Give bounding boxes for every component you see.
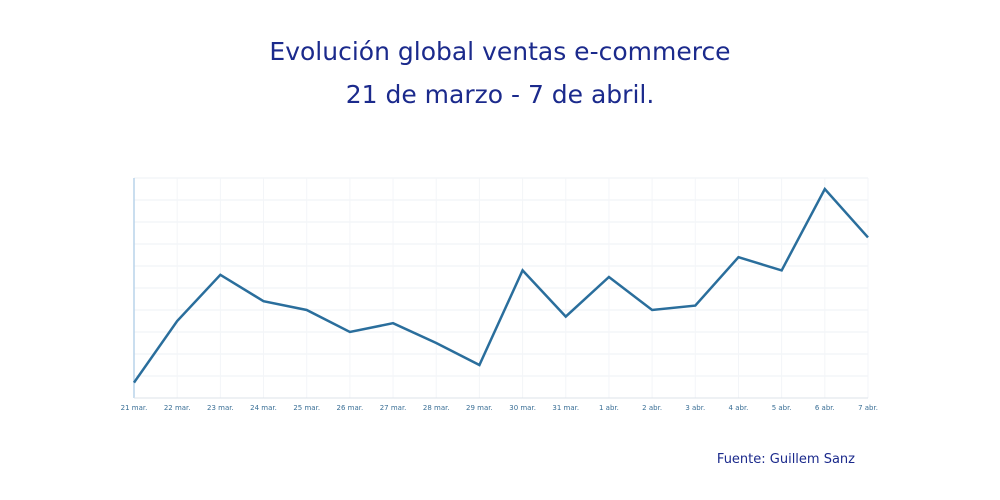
x-tick-label: 5 abr.: [772, 404, 792, 412]
x-tick-label: 1 abr.: [599, 404, 619, 412]
x-tick-label: 23 mar.: [207, 404, 234, 412]
x-tick-label: 24 mar.: [250, 404, 277, 412]
x-tick-label: 28 mar.: [423, 404, 450, 412]
x-tick-label: 30 mar.: [509, 404, 536, 412]
line-series: [132, 186, 869, 384]
x-tick-label: 3 abr.: [685, 404, 705, 412]
x-tick-label: 21 mar.: [121, 404, 148, 412]
x-tick-label: 25 mar.: [293, 404, 320, 412]
source-note: Fuente: Guillem Sanz: [717, 452, 855, 467]
x-tick-label: 6 abr.: [815, 404, 835, 412]
x-tick-label: 26 mar.: [337, 404, 364, 412]
x-tick-label: 29 mar.: [466, 404, 493, 412]
chart-title: Evolución global ventas e-commerce: [269, 37, 730, 66]
x-tick-label: 7 abr.: [858, 404, 878, 412]
x-tick-label: 27 mar.: [380, 404, 407, 412]
x-tick-label: 4 abr.: [729, 404, 749, 412]
chart-subtitle: 21 de marzo - 7 de abril.: [346, 80, 655, 109]
x-tick-label: 31 mar.: [552, 404, 579, 412]
x-tick-label: 22 mar.: [164, 404, 191, 412]
x-tick-label: 2 abr.: [642, 404, 662, 412]
